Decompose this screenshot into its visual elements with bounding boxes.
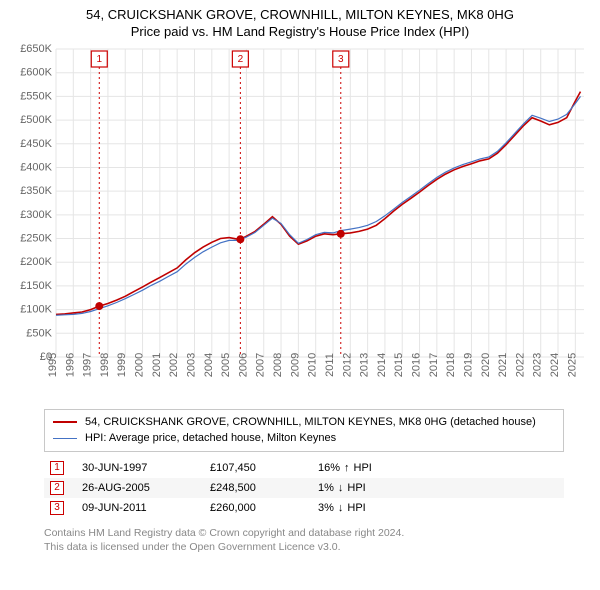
- svg-text:2018: 2018: [445, 352, 457, 376]
- arrow-down-icon: ↓: [338, 502, 344, 514]
- svg-text:1996: 1996: [64, 352, 76, 376]
- svg-text:2000: 2000: [134, 352, 146, 376]
- chart-title: 54, CRUICKSHANK GROVE, CROWNHILL, MILTON…: [8, 6, 592, 24]
- svg-text:£650K: £650K: [20, 43, 52, 55]
- svg-text:2019: 2019: [462, 352, 474, 376]
- table-row: 3 09-JUN-2011 £260,000 3%↓HPI: [44, 498, 564, 518]
- svg-text:1999: 1999: [116, 352, 128, 376]
- svg-text:2025: 2025: [566, 352, 578, 376]
- attribution-line: This data is licensed under the Open Gov…: [44, 540, 564, 554]
- svg-text:£250K: £250K: [20, 232, 52, 244]
- svg-text:2022: 2022: [514, 352, 526, 376]
- svg-text:2002: 2002: [168, 352, 180, 376]
- sale-date: 30-JUN-1997: [82, 462, 192, 474]
- svg-text:£550K: £550K: [20, 90, 52, 102]
- legend-swatch: [53, 421, 77, 423]
- legend-item: HPI: Average price, detached house, Milt…: [53, 430, 555, 447]
- sale-marker-badge: 1: [50, 461, 64, 475]
- svg-text:2011: 2011: [324, 353, 336, 377]
- svg-text:2003: 2003: [185, 352, 197, 376]
- svg-text:1997: 1997: [82, 352, 94, 376]
- chart-plot: £0£50K£100K£150K£200K£250K£300K£350K£400…: [8, 43, 592, 403]
- chart-figure: 54, CRUICKSHANK GROVE, CROWNHILL, MILTON…: [0, 0, 600, 562]
- svg-text:2014: 2014: [376, 352, 388, 376]
- sale-date: 26-AUG-2005: [82, 482, 192, 494]
- svg-text:2007: 2007: [255, 352, 267, 376]
- svg-text:2021: 2021: [497, 352, 509, 376]
- svg-text:2010: 2010: [307, 352, 319, 376]
- legend-label: HPI: Average price, detached house, Milt…: [85, 430, 336, 447]
- svg-text:2004: 2004: [203, 352, 215, 376]
- svg-text:£300K: £300K: [20, 208, 52, 220]
- sale-price: £248,500: [210, 482, 300, 494]
- sale-price: £107,450: [210, 462, 300, 474]
- svg-text:2008: 2008: [272, 352, 284, 376]
- svg-text:£400K: £400K: [20, 161, 52, 173]
- legend: 54, CRUICKSHANK GROVE, CROWNHILL, MILTON…: [44, 409, 564, 452]
- attribution: Contains HM Land Registry data © Crown c…: [44, 526, 564, 554]
- sale-marker-badge: 3: [50, 501, 64, 515]
- sale-hpi-diff: 3%↓HPI: [318, 502, 428, 514]
- svg-text:1: 1: [96, 54, 102, 65]
- arrow-up-icon: ↑: [344, 462, 350, 474]
- svg-text:2001: 2001: [151, 352, 163, 376]
- svg-text:2015: 2015: [393, 352, 405, 376]
- svg-text:2020: 2020: [480, 352, 492, 376]
- svg-text:2009: 2009: [289, 352, 301, 376]
- attribution-line: Contains HM Land Registry data © Crown c…: [44, 526, 564, 540]
- legend-item: 54, CRUICKSHANK GROVE, CROWNHILL, MILTON…: [53, 414, 555, 431]
- chart-subtitle: Price paid vs. HM Land Registry's House …: [8, 24, 592, 39]
- svg-text:£350K: £350K: [20, 185, 52, 197]
- svg-text:1995: 1995: [47, 352, 59, 376]
- svg-text:2012: 2012: [341, 352, 353, 376]
- chart-svg: £0£50K£100K£150K£200K£250K£300K£350K£400…: [8, 43, 592, 403]
- arrow-down-icon: ↓: [338, 482, 344, 494]
- sale-price: £260,000: [210, 502, 300, 514]
- svg-text:£100K: £100K: [20, 303, 52, 315]
- legend-label: 54, CRUICKSHANK GROVE, CROWNHILL, MILTON…: [85, 414, 536, 431]
- svg-text:2006: 2006: [237, 352, 249, 376]
- svg-text:2023: 2023: [532, 352, 544, 376]
- svg-text:£150K: £150K: [20, 279, 52, 291]
- svg-text:2005: 2005: [220, 352, 232, 376]
- table-row: 2 26-AUG-2005 £248,500 1%↓HPI: [44, 478, 564, 498]
- svg-text:2013: 2013: [359, 352, 371, 376]
- table-row: 1 30-JUN-1997 £107,450 16%↑HPI: [44, 458, 564, 478]
- svg-text:2: 2: [238, 54, 244, 65]
- svg-text:2024: 2024: [549, 352, 561, 376]
- svg-text:£50K: £50K: [26, 327, 52, 339]
- svg-text:3: 3: [338, 54, 344, 65]
- legend-swatch: [53, 438, 77, 439]
- svg-text:1998: 1998: [99, 352, 111, 376]
- sale-date: 09-JUN-2011: [82, 502, 192, 514]
- svg-text:£450K: £450K: [20, 137, 52, 149]
- sales-table: 1 30-JUN-1997 £107,450 16%↑HPI 2 26-AUG-2005 £…: [44, 458, 564, 518]
- svg-text:2017: 2017: [428, 352, 440, 376]
- sale-hpi-diff: 1%↓HPI: [318, 482, 428, 494]
- svg-text:£500K: £500K: [20, 114, 52, 126]
- svg-text:£200K: £200K: [20, 256, 52, 268]
- svg-text:£600K: £600K: [20, 66, 52, 78]
- svg-text:2016: 2016: [411, 352, 423, 376]
- sale-marker-badge: 2: [50, 481, 64, 495]
- sale-hpi-diff: 16%↑HPI: [318, 462, 428, 474]
